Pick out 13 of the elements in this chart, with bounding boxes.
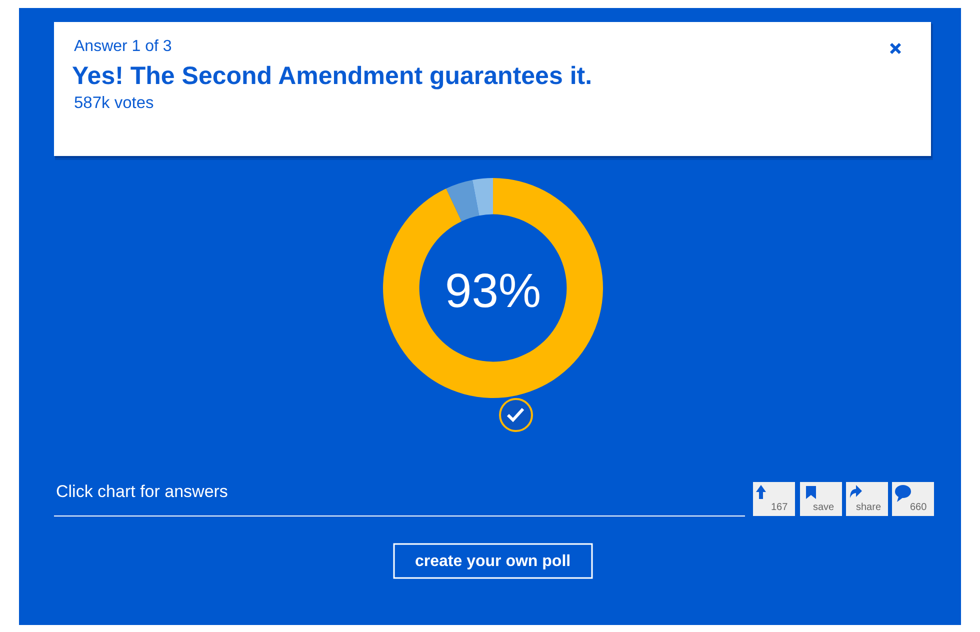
text: 587k votes [74, 94, 154, 112]
text: share [856, 502, 882, 513]
text: Click chart for answers [56, 482, 228, 501]
chart-title: Yes! The Second Amendment guarantees it. [72, 62, 592, 90]
text: 660 [910, 502, 928, 513]
text: Answer 1 of 3 [74, 38, 172, 55]
donut-slice [472, 178, 493, 216]
text: create your own poll [415, 553, 571, 570]
text: save [813, 502, 835, 513]
text: 167 [771, 502, 788, 513]
donut-slice [383, 178, 603, 398]
text: 93% [445, 265, 542, 318]
donut-slice [446, 180, 480, 222]
